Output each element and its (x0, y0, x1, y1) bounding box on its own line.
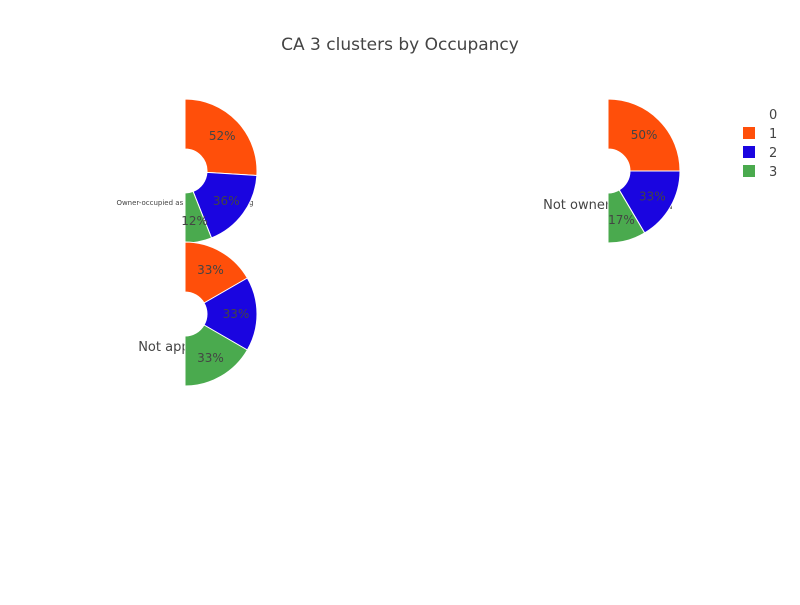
pie-slice-label: 52% (209, 129, 236, 143)
legend-swatch (743, 165, 755, 177)
pie-slice-2[interactable] (203, 277, 258, 351)
pie-slice-1[interactable] (184, 98, 258, 177)
pie-slice-1[interactable] (607, 98, 681, 172)
pie-slice-1[interactable] (184, 241, 249, 304)
legend-label: 2 (769, 146, 777, 161)
chart-legend[interactable]: 0 1 2 3 (743, 108, 777, 180)
pie-slice-label: 33% (197, 263, 224, 277)
pie-slice-2[interactable] (192, 171, 258, 239)
pie-slice-3[interactable] (607, 189, 646, 244)
legend-swatch (743, 146, 755, 158)
pie-slice-label: 33% (197, 351, 224, 365)
pie-slice-label: 36% (213, 194, 240, 208)
pie-chart-not-applicable: Not applicable 33%33%33% (138, 241, 258, 387)
legend-item[interactable]: 0 (743, 108, 777, 123)
legend-item[interactable]: 1 (743, 127, 777, 142)
legend-swatch (743, 127, 755, 139)
legend-label: 1 (769, 127, 777, 142)
legend-label: 0 (769, 108, 777, 123)
legend-label: 3 (769, 165, 777, 180)
pie-slice-3[interactable] (184, 190, 213, 244)
legend-item[interactable]: 2 (743, 146, 777, 161)
pie-chart-not-owner-occupied: Not owner-occupied 50%33%17% (543, 98, 681, 244)
pie-slice-label: 33% (639, 189, 666, 203)
pie-slice-label: 33% (223, 307, 250, 321)
pie-slice-label: 12% (181, 214, 208, 228)
chart-title: CA 3 clusters by Occupancy (281, 35, 519, 55)
pie-slice-label: 17% (608, 213, 635, 227)
pie-slice-3[interactable] (184, 324, 249, 387)
pie-slice-2[interactable] (618, 170, 681, 234)
legend-item[interactable]: 3 (743, 165, 777, 180)
legend-swatch (743, 108, 755, 120)
pie-chart-owner-occupied: Owner-occupied as a principal dwelling 5… (116, 98, 258, 244)
pie-slice-label: 50% (631, 128, 658, 142)
